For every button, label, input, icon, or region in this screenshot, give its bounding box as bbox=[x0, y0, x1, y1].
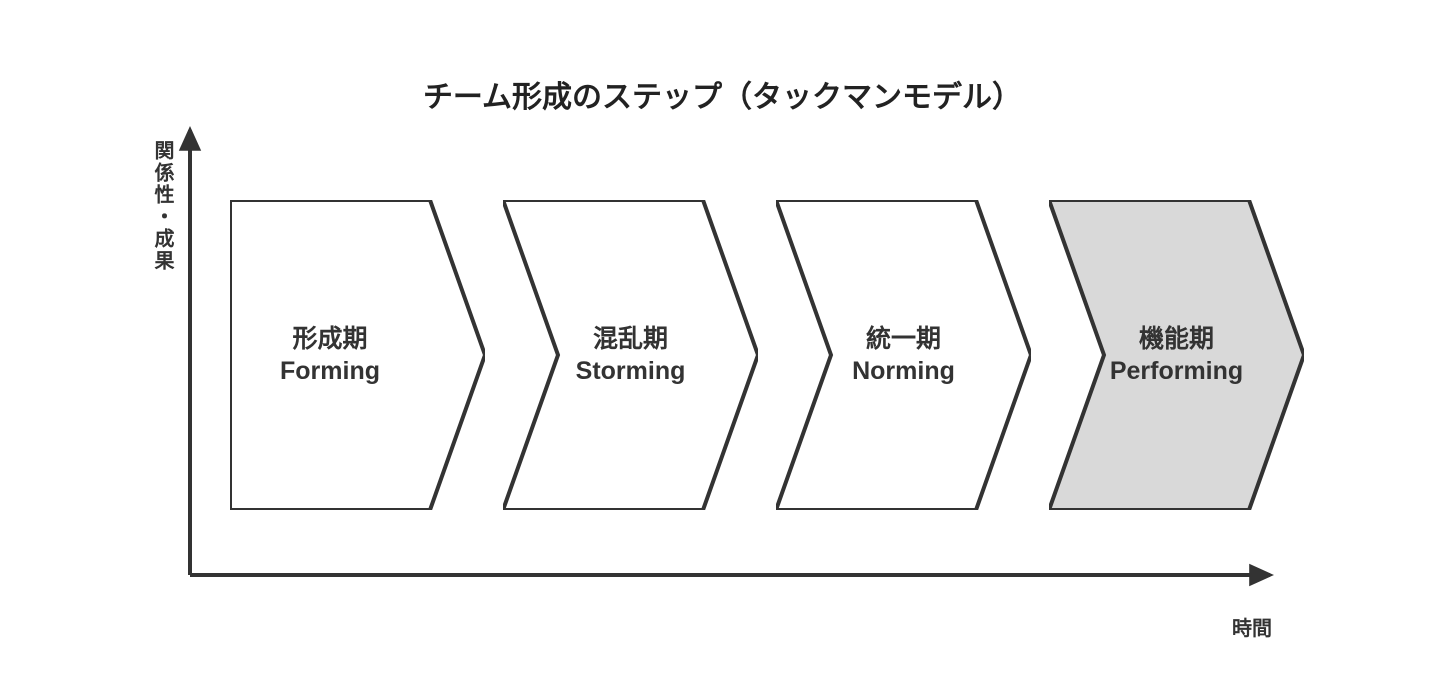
stage-label-2: 混乱期Storming bbox=[531, 323, 731, 388]
diagram-canvas: チーム形成のステップ（タックマンモデル） 関係性・成果 時間 形成期Formin… bbox=[0, 0, 1445, 691]
stage-label-3: 統一期Norming bbox=[804, 323, 1004, 388]
stage-label-4: 機能期Performing bbox=[1077, 323, 1277, 388]
stage-label-en: Storming bbox=[531, 355, 731, 388]
stage-1: 形成期Forming bbox=[230, 200, 485, 510]
stage-label-en: Norming bbox=[804, 355, 1004, 388]
stage-label-jp: 混乱期 bbox=[531, 323, 731, 356]
stage-label-1: 形成期Forming bbox=[230, 323, 430, 388]
stage-label-jp: 形成期 bbox=[230, 323, 430, 356]
stage-4: 機能期Performing bbox=[1049, 200, 1304, 510]
stages-container: 形成期Forming 混乱期Storming 統一期Norming 機能期Perfor… bbox=[0, 0, 1445, 691]
stage-label-en: Performing bbox=[1077, 355, 1277, 388]
stage-3: 統一期Norming bbox=[776, 200, 1031, 510]
stage-label-jp: 機能期 bbox=[1077, 323, 1277, 356]
stage-2: 混乱期Storming bbox=[503, 200, 758, 510]
stage-label-en: Forming bbox=[230, 355, 430, 388]
stage-label-jp: 統一期 bbox=[804, 323, 1004, 356]
